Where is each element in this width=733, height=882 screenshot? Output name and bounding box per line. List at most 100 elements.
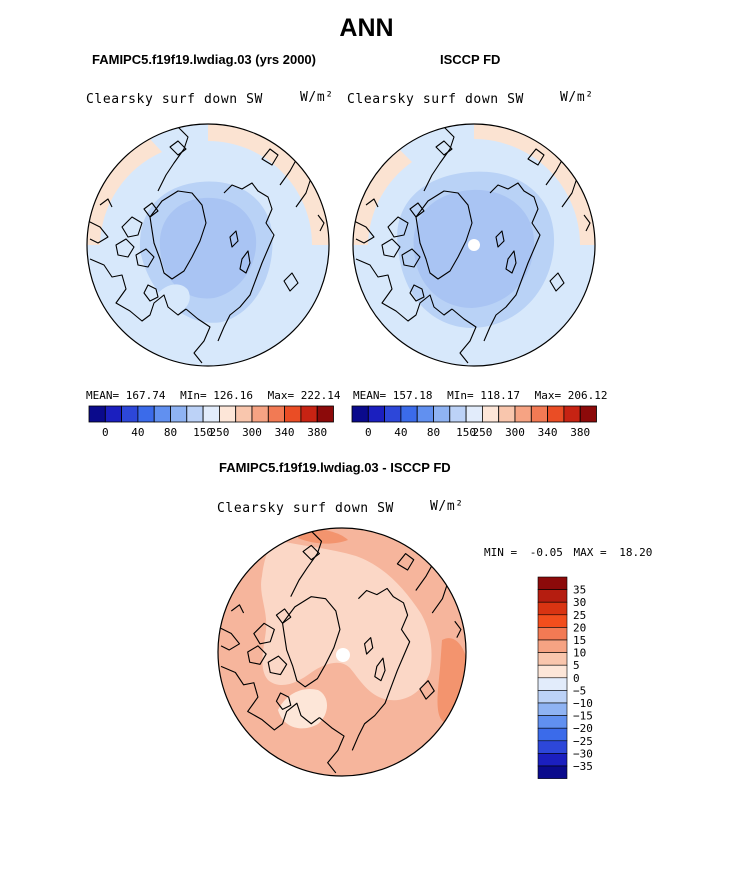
difference-stats: MIN = -0.05 MAX = 18.20: [484, 546, 652, 559]
colorbar-tick-label: 10: [573, 647, 586, 660]
colorbar-cell: [537, 690, 568, 704]
model-map: [86, 123, 330, 367]
colorbar-tick-label: 150: [456, 426, 476, 439]
model-panel-title: FAMIPC5.f19f19.lwdiag.03 (yrs 2000): [92, 52, 316, 67]
max-label: Max=: [534, 389, 562, 402]
obs-units-label: W/m²: [560, 90, 594, 105]
colorbar-tick-label: 20: [573, 621, 586, 634]
colorbar-tick-label: 340: [275, 426, 295, 439]
colorbar-tick-label: 380: [570, 426, 590, 439]
obs-variable-label: Clearsky surf down SW: [347, 92, 524, 107]
colorbar-cell: [104, 405, 123, 423]
colorbar-cell: [284, 405, 302, 423]
model-variable-label: Clearsky surf down SW: [86, 92, 263, 107]
colorbar-tick-label: −10: [573, 697, 593, 710]
colorbar-tick-label: 15: [573, 634, 586, 647]
colorbar-cell: [537, 753, 568, 767]
model-stats: MEAN= 167.74 MIn= 126.16 Max= 222.14: [86, 389, 341, 402]
difference-units-label: W/m²: [430, 499, 464, 514]
colorbar-cell: [537, 664, 568, 679]
obs-stats: MEAN= 157.18 MIn= 118.17 Max= 206.12: [353, 389, 608, 402]
max-label: MAX =: [573, 546, 607, 559]
colorbar-tick-label: 80: [164, 426, 177, 439]
colorbar-cell: [267, 405, 285, 423]
colorbar-cell: [498, 405, 516, 423]
colorbar-cell: [537, 639, 568, 653]
max-value: 206.12: [567, 389, 608, 402]
obs-map: [352, 123, 596, 367]
mean-label: MEAN=: [353, 389, 387, 402]
colorbar-cell: [537, 652, 568, 666]
colorbar-cell: [367, 405, 385, 423]
colorbar-cell: [537, 740, 568, 754]
colorbar-tick-label: 150: [193, 426, 213, 439]
colorbar-tick-label: 5: [573, 659, 580, 672]
colorbar-cell: [514, 405, 532, 423]
colorbar-tick-label: 380: [307, 426, 327, 439]
near-zero-region: [278, 688, 327, 729]
colorbar-tick-label: 0: [365, 426, 372, 439]
colorbar-cell: [121, 405, 139, 423]
colorbar-cell: [481, 405, 500, 423]
difference-map: [217, 527, 467, 777]
light-diff-region: [261, 540, 432, 701]
difference-variable-label: Clearsky surf down SW: [217, 501, 394, 516]
colorbar-cell: [384, 405, 402, 423]
colorbar-tick-label: 35: [573, 584, 586, 597]
max-label: Max=: [267, 389, 295, 402]
difference-panel-title: FAMIPC5.f19f19.lwdiag.03 - ISCCP FD: [219, 460, 451, 475]
colorbar-tick-label: 300: [505, 426, 525, 439]
colorbar-cell: [537, 677, 568, 691]
colorbar-tick-label: 40: [394, 426, 407, 439]
pole-missing-data: [468, 239, 480, 251]
map-boundary: [352, 123, 596, 367]
colorbar-tick-label: 0: [102, 426, 109, 439]
colorbar-cell: [400, 405, 418, 423]
colorbar-cell: [547, 405, 565, 423]
greenland-low-region: [154, 284, 190, 314]
colorbar-cell: [88, 405, 106, 423]
min-value: 126.16: [213, 389, 253, 402]
colorbar-cell: [530, 405, 548, 423]
colorbar-cell: [537, 601, 568, 616]
colorbar-tick-label: −20: [573, 722, 593, 735]
colorbar-cell: [235, 405, 253, 423]
colorbar-tick-label: 0: [573, 672, 580, 685]
colorbar-tick-label: 40: [131, 426, 144, 439]
colorbar-cell: [537, 727, 568, 742]
colorbar-cell: [537, 702, 568, 716]
min-value: 118.17: [480, 389, 520, 402]
colorbar-cell: [186, 405, 204, 423]
colorbar-cell: [351, 405, 369, 423]
colorbar-cell: [251, 405, 269, 423]
colorbar-cell: [416, 405, 434, 423]
colorbar-cell: [153, 405, 171, 423]
colorbar-cell: [537, 715, 568, 729]
min-value: -0.05: [529, 546, 563, 559]
warm-fringe-region: [208, 124, 329, 245]
colorbar-cell: [202, 405, 220, 423]
mean-label: MEAN=: [86, 389, 120, 402]
colorbar-cell: [563, 405, 581, 423]
colorbar-cell: [579, 405, 597, 423]
colorbar-tick-label: 80: [427, 426, 440, 439]
page-title: ANN: [339, 14, 394, 42]
map-boundary: [86, 123, 330, 367]
map-boundary: [217, 527, 467, 777]
colorbar-cell: [316, 405, 334, 423]
colorbar-cell: [537, 614, 568, 628]
colorbar-cell: [218, 405, 237, 423]
strong-diff-region: [437, 638, 466, 722]
colorbar-tick-label: 250: [209, 426, 229, 439]
colorbar-cell: [465, 405, 483, 423]
colorbar-cell: [433, 405, 451, 423]
model-units-label: W/m²: [300, 90, 334, 105]
colorbar-cell: [537, 589, 568, 603]
max-value: 222.14: [300, 389, 341, 402]
colorbar-tick-label: −35: [573, 760, 593, 773]
colorbar-cell: [137, 405, 155, 423]
colorbar-tick-label: −30: [573, 747, 593, 760]
